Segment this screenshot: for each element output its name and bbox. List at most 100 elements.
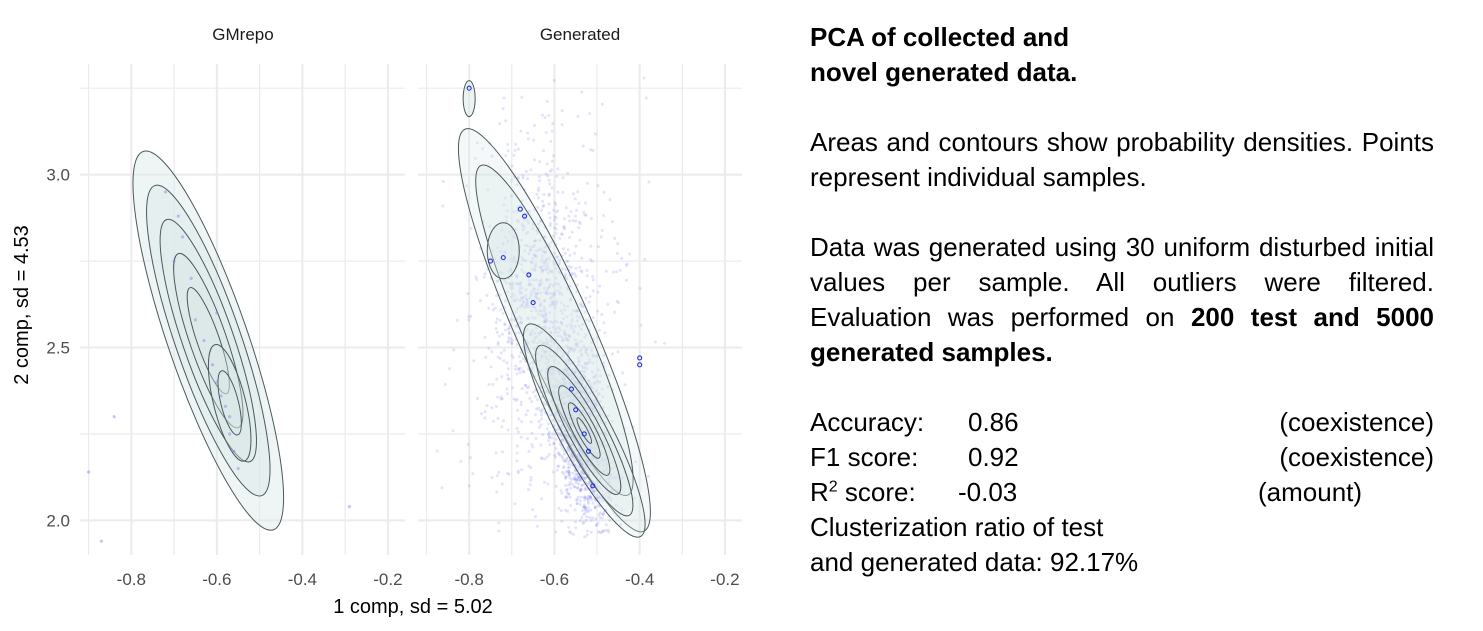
data-point — [555, 393, 559, 397]
data-point — [584, 386, 588, 390]
data-point — [555, 174, 559, 178]
data-point — [529, 478, 533, 482]
data-point — [560, 292, 564, 296]
data-point — [571, 309, 575, 313]
data-point — [591, 361, 595, 365]
data-point — [534, 262, 538, 266]
data-point — [589, 422, 593, 426]
data-point — [557, 398, 561, 402]
data-point — [584, 476, 588, 480]
data-point — [522, 370, 526, 374]
data-point — [580, 399, 584, 403]
data-point — [598, 496, 602, 500]
data-point — [562, 329, 566, 333]
data-point — [550, 371, 554, 375]
data-point — [583, 486, 587, 490]
data-point — [542, 299, 546, 303]
data-point — [561, 439, 565, 443]
data-point — [564, 368, 568, 372]
data-point — [548, 291, 552, 295]
data-point — [555, 395, 559, 399]
data-point — [574, 391, 578, 395]
data-point — [547, 192, 551, 196]
data-point — [533, 291, 537, 295]
data-point — [511, 338, 515, 342]
data-point — [582, 520, 586, 524]
data-point — [516, 430, 520, 434]
data-point — [513, 299, 517, 303]
data-point — [583, 476, 587, 480]
data-point — [513, 502, 517, 506]
data-point — [172, 259, 176, 263]
data-point — [567, 473, 571, 477]
metric-row-f1: F1 score: 0.92 (coexistence) — [810, 440, 1434, 475]
data-point — [583, 370, 587, 374]
data-point — [475, 278, 479, 282]
data-point — [577, 363, 581, 367]
data-point — [562, 247, 566, 251]
data-point — [525, 436, 529, 440]
data-point — [512, 153, 516, 157]
data-point — [550, 400, 554, 404]
data-point — [547, 211, 551, 215]
data-point — [583, 495, 587, 499]
data-point — [236, 466, 240, 471]
x-tick-label: -0.6 — [540, 570, 569, 589]
data-point — [563, 404, 567, 408]
data-point — [585, 434, 589, 438]
data-point — [601, 469, 605, 473]
data-point — [537, 222, 541, 226]
data-point — [596, 484, 600, 488]
data-point — [491, 308, 495, 312]
data-point — [542, 342, 546, 346]
data-point — [487, 383, 491, 387]
data-point — [541, 433, 545, 437]
data-point — [562, 376, 566, 380]
data-point — [543, 299, 547, 303]
data-point — [562, 466, 566, 470]
data-point — [587, 481, 591, 485]
data-point — [579, 459, 583, 463]
data-point — [573, 392, 577, 396]
data-point — [577, 356, 581, 360]
data-point — [596, 404, 600, 408]
data-point — [566, 413, 570, 417]
data-point — [603, 431, 607, 435]
data-point — [534, 309, 538, 313]
data-point — [551, 293, 555, 297]
data-point — [495, 377, 499, 381]
density-island — [462, 80, 476, 118]
data-point — [592, 447, 596, 451]
data-point — [529, 260, 533, 264]
data-point — [593, 451, 597, 455]
data-point — [501, 450, 505, 454]
data-point — [515, 459, 519, 463]
data-point — [522, 357, 526, 361]
data-point — [568, 323, 572, 327]
data-point — [578, 448, 582, 452]
data-point — [563, 217, 567, 221]
data-point — [569, 297, 573, 301]
data-point — [531, 226, 535, 230]
data-point — [515, 444, 519, 448]
data-point — [512, 298, 516, 302]
data-point — [571, 404, 575, 408]
data-point — [511, 259, 515, 263]
data-point — [589, 148, 593, 152]
data-point — [555, 300, 559, 304]
data-point — [573, 397, 577, 401]
data-point — [515, 398, 519, 402]
data-point — [547, 285, 551, 289]
data-point — [99, 539, 103, 543]
data-point — [547, 436, 551, 440]
data-point — [553, 201, 557, 205]
data-point — [551, 122, 555, 126]
data-point — [575, 391, 579, 395]
data-point — [514, 142, 518, 146]
data-point — [547, 432, 551, 436]
data-point — [526, 137, 530, 141]
data-point — [533, 239, 537, 243]
data-point — [560, 423, 564, 427]
data-point — [515, 343, 519, 347]
data-point — [540, 282, 544, 286]
